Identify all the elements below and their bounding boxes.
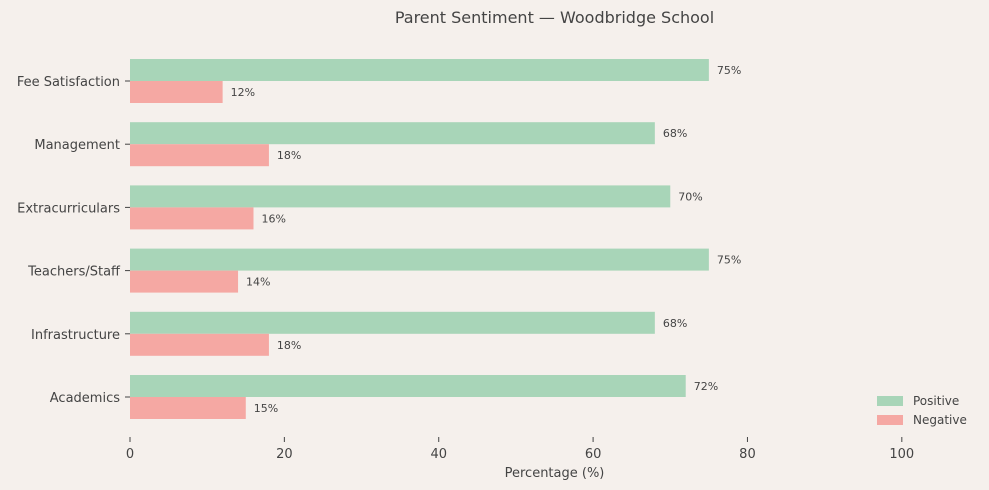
bar-positive	[130, 248, 709, 271]
legend-item-positive: Positive	[877, 391, 967, 410]
bar-positive	[130, 59, 709, 81]
data-label-positive: 75%	[717, 64, 741, 77]
legend: Positive Negative	[877, 391, 967, 429]
bar-positive	[130, 122, 655, 145]
data-label-positive: 68%	[663, 127, 687, 140]
chart-title: Parent Sentiment — Woodbridge School	[394, 8, 715, 27]
category-label: Academics	[50, 391, 120, 406]
data-label-negative: 18%	[277, 149, 301, 162]
data-label-positive: 70%	[678, 190, 702, 203]
bar-negative	[130, 144, 269, 167]
category-label: Infrastructure	[31, 328, 120, 343]
data-label-positive: 68%	[663, 317, 687, 330]
data-label-negative: 14%	[246, 276, 270, 289]
data-label-positive: 75%	[717, 254, 741, 267]
bar-negative	[130, 207, 254, 230]
category-label: Fee Satisfaction	[17, 75, 120, 90]
x-tick-label: 20	[276, 447, 293, 462]
bar-positive	[130, 311, 655, 334]
category-label: Teachers/Staff	[27, 265, 121, 280]
data-label-positive: 72%	[694, 380, 718, 393]
bar-negative	[130, 270, 239, 293]
data-label-negative: 15%	[254, 402, 278, 415]
x-tick-label: 100	[889, 447, 914, 462]
legend-swatch-positive	[877, 395, 903, 406]
x-axis-label: Percentage (%)	[505, 466, 605, 481]
bar-negative	[130, 397, 246, 419]
bar-positive	[130, 185, 671, 208]
x-tick-label: 0	[126, 447, 134, 462]
bar-negative	[130, 333, 269, 356]
legend-item-negative: Negative	[877, 410, 967, 429]
data-label-negative: 16%	[261, 212, 285, 225]
bar-positive	[130, 375, 686, 397]
x-tick-label: 40	[430, 447, 447, 462]
data-label-negative: 18%	[277, 339, 301, 352]
legend-label-positive: Positive	[913, 393, 960, 408]
data-label-negative: 12%	[231, 86, 255, 99]
category-label: Extracurriculars	[17, 201, 120, 216]
legend-label-negative: Negative	[913, 412, 967, 427]
x-tick-label: 80	[739, 447, 756, 462]
bar-negative	[130, 81, 223, 103]
x-tick-label: 60	[585, 447, 602, 462]
legend-swatch-negative	[877, 414, 903, 425]
category-label: Management	[34, 138, 120, 153]
